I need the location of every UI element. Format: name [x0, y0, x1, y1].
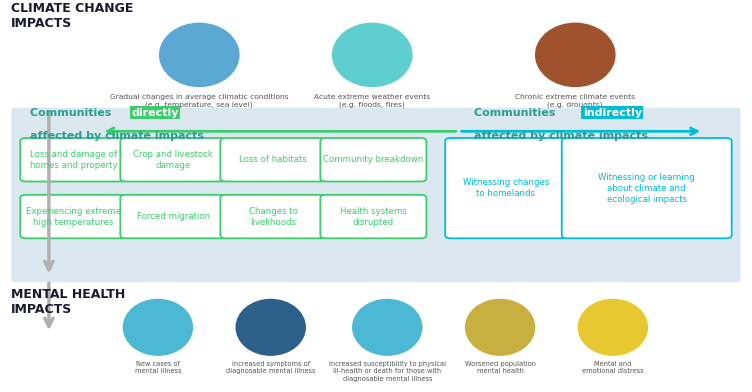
Text: MENTAL HEALTH
IMPACTS: MENTAL HEALTH IMPACTS: [11, 288, 126, 316]
Ellipse shape: [235, 298, 307, 357]
Text: Acute extreme weather events
(e.g. floods, fires): Acute extreme weather events (e.g. flood…: [314, 94, 430, 108]
Ellipse shape: [534, 22, 617, 88]
Text: Increased susceptibility to physical
ill-health or death for those with
diagnosa: Increased susceptibility to physical ill…: [329, 361, 446, 382]
Text: Crop and livestock
damage: Crop and livestock damage: [133, 150, 214, 170]
Text: directly: directly: [132, 108, 179, 118]
FancyBboxPatch shape: [11, 108, 741, 282]
Text: Communities: Communities: [474, 108, 559, 118]
Text: Forced migration: Forced migration: [137, 212, 210, 221]
Text: Gradual changes in average climatic conditions
(e.g. temperature, sea level): Gradual changes in average climatic cond…: [110, 94, 289, 108]
Ellipse shape: [122, 298, 194, 357]
Text: affected by climate impacts: affected by climate impacts: [474, 131, 647, 141]
Ellipse shape: [158, 22, 241, 88]
Text: Witnessing changes
to homelands: Witnessing changes to homelands: [462, 178, 549, 198]
Text: Community breakdown: Community breakdown: [323, 155, 423, 164]
FancyBboxPatch shape: [120, 138, 226, 181]
Text: Loss and damage of
homes and property: Loss and damage of homes and property: [29, 150, 117, 170]
Text: Experiencing extreme
high temperatures: Experiencing extreme high temperatures: [26, 207, 121, 227]
FancyBboxPatch shape: [320, 138, 426, 181]
Text: New cases of
mental illness: New cases of mental illness: [135, 361, 181, 374]
Text: indirectly: indirectly: [583, 108, 642, 118]
FancyBboxPatch shape: [120, 195, 226, 238]
Ellipse shape: [351, 298, 423, 357]
Ellipse shape: [577, 298, 649, 357]
FancyBboxPatch shape: [220, 138, 326, 181]
FancyBboxPatch shape: [220, 195, 326, 238]
Text: CLIMATE CHANGE
IMPACTS: CLIMATE CHANGE IMPACTS: [11, 2, 134, 30]
Text: Chronic extreme climate events
(e.g. droughts): Chronic extreme climate events (e.g. dro…: [515, 94, 635, 108]
Text: Increased symptoms of
diagnosable mental illness: Increased symptoms of diagnosable mental…: [226, 361, 316, 374]
FancyBboxPatch shape: [20, 195, 126, 238]
Text: Changes to
livelihoods: Changes to livelihoods: [249, 207, 298, 227]
Text: Communities: Communities: [30, 108, 115, 118]
FancyBboxPatch shape: [320, 195, 426, 238]
Ellipse shape: [331, 22, 414, 88]
FancyBboxPatch shape: [445, 138, 566, 238]
FancyBboxPatch shape: [20, 138, 126, 181]
Text: Witnessing or learning
about climate and
ecological impacts: Witnessing or learning about climate and…: [599, 172, 695, 204]
FancyBboxPatch shape: [562, 138, 732, 238]
Text: affected by climate impacts: affected by climate impacts: [30, 131, 204, 141]
Text: Worsened population
mental health: Worsened population mental health: [465, 361, 535, 374]
Text: Health systems
disrupted: Health systems disrupted: [340, 207, 407, 227]
Ellipse shape: [464, 298, 536, 357]
Text: Loss of habitats: Loss of habitats: [239, 155, 308, 164]
Text: Mental and
emotional distress: Mental and emotional distress: [582, 361, 644, 374]
